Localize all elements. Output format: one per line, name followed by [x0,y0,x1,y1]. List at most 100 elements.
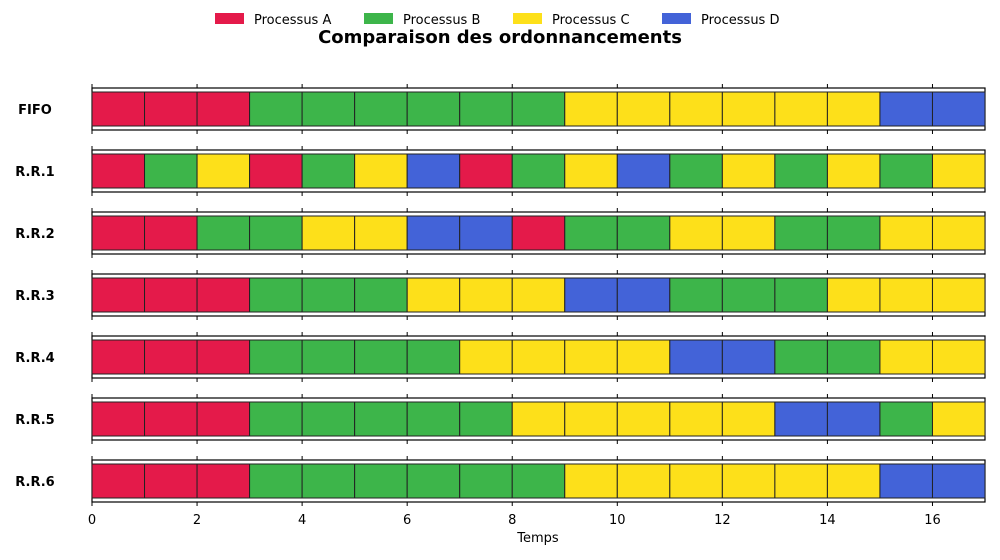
time-slot-bar [144,277,198,313]
time-slot-bar [354,91,408,127]
legend-label-b: Processus B [403,13,480,28]
time-slot-bar [879,91,933,127]
time-slot-bar [91,215,146,251]
time-slot-bar [91,153,146,189]
row-label: R.R.4 [15,351,54,366]
time-slot-bar [564,215,618,251]
time-slot-bar [931,91,986,127]
time-slot-bar [144,91,198,127]
legend-item-c: Processus C [513,13,630,28]
time-slot-bar [774,215,828,251]
x-tick-label: 6 [403,513,411,528]
time-slot-bar [459,277,513,313]
legend: Processus A Processus B Processus C Process… [215,13,779,28]
x-tick-label: 4 [298,513,306,528]
time-slot-bar [91,401,146,437]
time-slot-bar [301,91,356,127]
time-slot-bar [249,401,303,437]
time-slot-bar [826,91,881,127]
time-slot-bar [196,463,251,499]
x-axis-label: Temps [516,531,559,546]
time-slot-bar [459,463,513,499]
row-label: R.R.1 [15,165,54,180]
time-slot-bar [616,277,671,313]
time-slot-bar [144,153,198,189]
time-slot-bar [931,401,986,437]
time-slot-bar [249,153,303,189]
time-slot-bar [616,463,671,499]
time-slot-bar [459,153,513,189]
time-slot-bar [301,153,356,189]
time-slot-bar [669,463,723,499]
time-slot-bar [249,277,303,313]
row-label: R.R.2 [15,227,54,242]
time-slot-bar [879,215,933,251]
time-slot-bar [669,91,723,127]
time-slot-bar [669,277,723,313]
time-slot-bar [249,91,303,127]
schedule-rows: FIFO R.R.1 R.R.2 R.R.3 R.R.4 R.R.5 R.R.6 [15,84,986,506]
time-slot-bar [879,153,933,189]
legend-label-a: Processus A [254,13,331,28]
time-slot-bar [301,277,356,313]
time-slot-bar [301,215,356,251]
time-slot-bar [354,339,408,375]
time-slot-bar [931,339,986,375]
time-slot-bar [669,401,723,437]
time-slot-bar [249,463,303,499]
time-slot-bar [564,153,618,189]
time-slot-bar [91,463,146,499]
time-slot-bar [354,277,408,313]
time-slot-bar [774,339,828,375]
time-slot-bar [301,339,356,375]
time-slot-bar [301,463,356,499]
time-slot-bar [459,401,513,437]
time-slot-bar [931,215,986,251]
time-slot-bar [826,463,881,499]
schedule-row-3: R.R.2 [15,208,986,258]
time-slot-bar [931,153,986,189]
time-slot-bar [144,463,198,499]
time-slot-bar [459,339,513,375]
time-slot-bar [826,153,881,189]
time-slot-bar [196,153,251,189]
time-slot-bar [406,277,461,313]
time-slot-bar [669,153,723,189]
legend-item-b: Processus B [364,13,480,28]
time-slot-bar [721,463,776,499]
time-slot-bar [354,153,408,189]
time-slot-bar [406,463,461,499]
time-slot-bar [931,463,986,499]
time-slot-bar [459,215,513,251]
time-slot-bar [354,401,408,437]
time-slot-bar [196,277,251,313]
time-slot-bar [931,277,986,313]
time-slot-bar [774,401,828,437]
schedule-row-1: FIFO [18,84,986,134]
row-label: R.R.6 [15,475,54,490]
time-slot-bar [564,91,618,127]
x-tick-label: 2 [193,513,201,528]
time-slot-bar [511,277,566,313]
time-slot-bar [144,339,198,375]
time-slot-bar [406,339,461,375]
time-slot-bar [721,339,776,375]
legend-item-d: Processus D [662,13,779,28]
time-slot-bar [721,153,776,189]
time-slot-bar [616,339,671,375]
time-slot-bar [459,91,513,127]
chart-title: Comparaison des ordonnancements [318,27,682,48]
time-slot-bar [879,463,933,499]
time-slot-bar [616,153,671,189]
time-slot-bar [564,401,618,437]
time-slot-bar [406,91,461,127]
time-slot-bar [196,401,251,437]
time-slot-bar [511,401,566,437]
time-slot-bar [564,277,618,313]
time-slot-bar [511,91,566,127]
time-slot-bar [249,215,303,251]
time-slot-bar [354,215,408,251]
time-slot-bar [879,339,933,375]
legend-label-d: Processus D [701,13,779,28]
